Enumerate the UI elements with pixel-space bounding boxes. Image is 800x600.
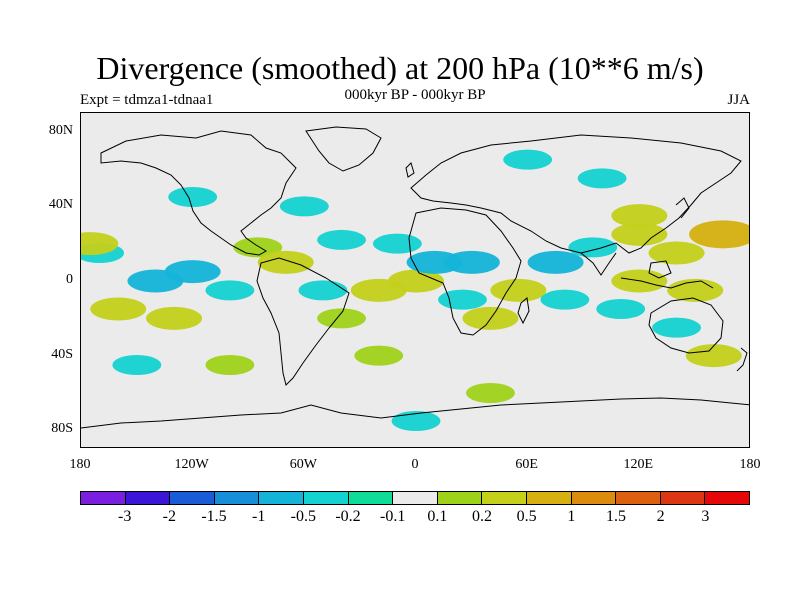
colorbar-label: -3 [117,508,132,525]
chart-title: Divergence (smoothed) at 200 hPa (10**6 … [96,50,704,86]
experiment-label: Expt = tdmza1-tdnaa1 [80,92,214,108]
lat-tick-label: 0 [66,272,73,287]
lat-tick-label: 40S [51,346,73,362]
anomaly-blob [527,250,584,274]
coastline-africa [408,207,522,336]
colorbar-label: -2 [162,508,176,525]
anomaly-blob [205,355,255,375]
anomaly-blob [168,187,218,207]
colorbar [80,491,750,505]
colorbar-label: 1 [567,508,576,525]
anomaly-blob [685,344,742,368]
coastline-borneo [648,260,672,279]
coastline-greenland [305,126,382,172]
anomaly-blob [540,289,590,310]
anomaly-blob [568,237,618,258]
coastline-japan [675,197,690,219]
divergence-field [81,149,749,431]
colorbar-box [214,492,260,504]
lon-tick-label: 60E [515,457,538,472]
lon-tick-label: 60W [289,457,317,472]
colorbar-box [705,492,749,504]
colorbar-label: -1.5 [201,508,227,525]
colorbar-box [571,492,617,504]
anomaly-blob [298,280,348,301]
lon-tick-label: 120W [174,457,209,472]
anomaly-blob [611,222,668,246]
colorbar-box [348,492,394,504]
colorbar-label: -1 [251,508,266,525]
lon-tick-label: 120E [623,457,654,472]
colorbar-label: -0.5 [290,508,316,525]
anomaly-blob [466,383,515,403]
colorbar-box [393,492,438,504]
anomaly-blob [354,345,404,366]
coastline-british-isles [405,162,415,178]
lon-tick-label: 0 [411,457,419,472]
coastline-north-america [100,130,297,256]
coastline-antarctica [81,397,749,429]
lon-tick-label: 180 [739,457,761,472]
coastline-indonesia [620,277,714,289]
colorbar-box [125,492,171,504]
map-svg [81,126,749,431]
colorbar-label: 2 [656,508,665,525]
coastline-new-zealand [736,347,748,372]
anomaly-blob [317,229,366,250]
colorbar-box [437,492,483,504]
chart-subtitle: 000kyr BP - 000kyr BP [344,87,486,103]
colorbar-box [526,492,572,504]
colorbar-box [482,492,527,504]
anomaly-blob [689,220,749,249]
colorbar-label: 3 [701,508,710,525]
anomaly-blob [577,168,627,189]
anomaly-blob [90,297,147,321]
colorbar-box [81,492,126,504]
lat-tick-label: 80S [51,421,73,437]
anomaly-blob [205,280,255,301]
anomaly-blob [503,149,553,170]
anomaly-blob [164,260,221,284]
coastline-madagascar [517,297,530,325]
colorbar-box [660,492,706,504]
season-label: JJA [727,92,750,108]
anomaly-blob [652,317,701,338]
anomaly-blob [648,241,705,265]
anomaly-blob [257,250,314,274]
colorbar-label: -0.2 [335,508,361,525]
anomaly-blob [611,204,668,228]
anomaly-blob [279,196,329,217]
anomaly-blob [146,306,203,330]
coastlines [81,126,749,429]
colorbar-label: 0.5 [516,508,537,525]
coastline-india [580,252,617,276]
lon-tick-label: 180 [69,457,91,472]
colorbar-box [303,492,349,504]
anomaly-blob [438,289,487,310]
coastline-eurasia [410,134,742,254]
anomaly-blob [112,355,162,375]
colorbar-label: 0.1 [427,508,448,525]
anomaly-blob [317,308,366,329]
anomaly-blob [596,299,646,319]
anomaly-blob [81,232,119,256]
anomaly-blob [372,233,422,254]
coastline-australia [648,297,724,354]
colorbar-box [616,492,661,504]
lat-tick-label: 80N [48,122,73,138]
colorbar-box [259,492,304,504]
colorbar-label: 1.5 [606,508,626,525]
coastline-south-america [256,257,350,386]
anomaly-blob [391,411,441,431]
anomaly-blob [388,269,444,293]
anomaly-blob [443,250,500,274]
colorbar-label: -0.1 [379,508,406,525]
anomaly-blob [490,278,547,302]
colorbar-label: 0.2 [472,508,492,525]
colorbar-box [170,492,215,504]
map-plot-area [80,112,750,448]
lat-tick-label: 40N [48,197,73,213]
